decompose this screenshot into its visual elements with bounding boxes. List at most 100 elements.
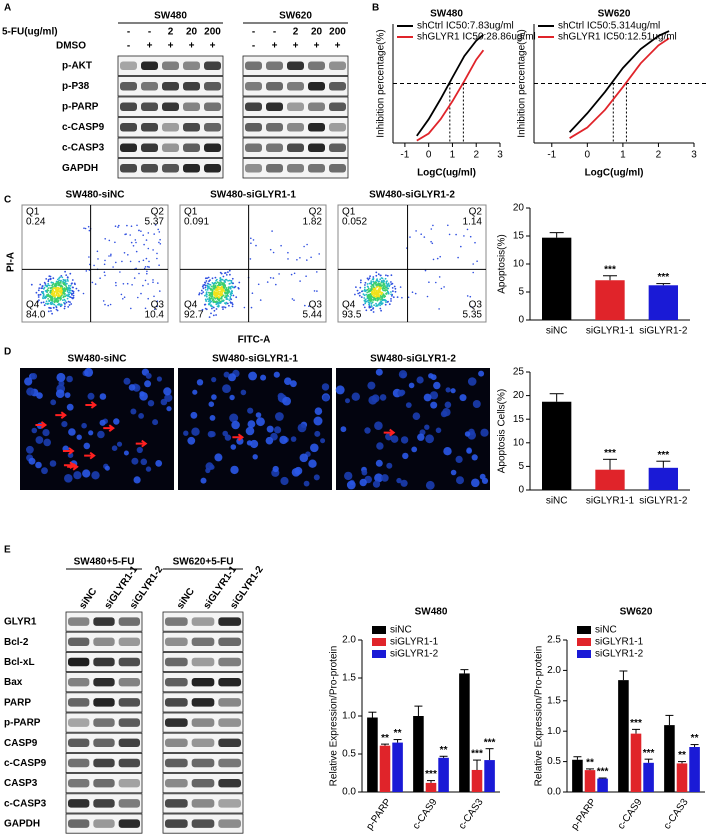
blot-band — [68, 758, 90, 768]
blot-band — [308, 163, 325, 173]
y-tick-label: 20 — [513, 390, 525, 401]
flow-dot — [47, 280, 50, 283]
flow-dot — [370, 295, 373, 297]
cell-line-header: SW480 — [154, 11, 187, 22]
y-axis-label: Apoptosis Cells(%) — [497, 389, 508, 473]
cell — [273, 371, 280, 378]
flow-dot — [137, 296, 139, 299]
blot-band — [93, 758, 115, 768]
flow-dot — [38, 287, 41, 289]
cell — [144, 380, 152, 388]
flow-dot — [64, 284, 66, 286]
flow-dot — [390, 281, 392, 283]
flow-dot — [293, 299, 295, 302]
legend-label: siGLYR1-1 — [390, 637, 439, 648]
flow-dot — [51, 302, 54, 305]
flow-dot — [45, 291, 48, 293]
flow-dot — [377, 273, 380, 276]
flow-dot — [207, 300, 210, 303]
flow-dot — [383, 285, 386, 287]
flow-dot — [372, 307, 374, 310]
flow-dot — [299, 257, 301, 259]
cell — [147, 400, 155, 407]
flow-dot — [383, 279, 385, 282]
blot-band — [204, 102, 221, 112]
flow-dot — [367, 301, 370, 304]
cell — [131, 457, 139, 465]
flow-dot — [55, 297, 58, 300]
flow-dot — [220, 282, 222, 284]
dmso-label: + — [147, 41, 153, 52]
flow-dot — [396, 296, 399, 298]
flow-dot — [428, 281, 430, 284]
blot-band — [93, 698, 115, 707]
flow-dot — [250, 242, 252, 244]
flow-dot — [370, 304, 373, 306]
flow-dot — [384, 287, 387, 289]
flow-dot — [386, 301, 389, 303]
cell — [84, 367, 94, 377]
cell — [455, 455, 463, 463]
significance: *** — [643, 748, 655, 759]
cell — [211, 394, 217, 400]
blot-band — [165, 677, 188, 687]
flow-dot — [102, 300, 105, 302]
flow-dot — [110, 255, 112, 257]
blot-band — [287, 163, 304, 173]
cell — [478, 370, 485, 377]
blot-band — [191, 637, 215, 647]
blot-band — [165, 819, 188, 828]
bar — [597, 778, 608, 792]
cell — [91, 471, 100, 480]
blot-band — [218, 637, 241, 647]
legend-label: siNC — [595, 625, 617, 636]
cell — [386, 462, 393, 469]
quadrant-value: 10.4 — [145, 310, 165, 321]
bar — [438, 757, 449, 792]
flow-dot — [206, 298, 209, 300]
significance: *** — [471, 749, 483, 760]
cell — [64, 474, 73, 483]
cell — [229, 394, 235, 401]
blot-band — [183, 61, 200, 71]
cell — [35, 461, 42, 469]
flow-dot — [224, 296, 226, 299]
flow-dot — [140, 292, 142, 295]
flow-dot — [232, 282, 235, 285]
flow-dot — [104, 274, 106, 277]
flow-dot — [219, 277, 222, 279]
flow-dot — [57, 284, 60, 286]
significance: *** — [604, 264, 616, 275]
flow-dot — [71, 293, 73, 296]
blot-band — [218, 778, 241, 788]
flow-dot — [144, 266, 147, 268]
flow-dot — [62, 290, 65, 293]
flow-dot — [230, 302, 232, 304]
flow-dot — [380, 309, 382, 312]
flow-dot — [293, 272, 296, 275]
flow-dot — [364, 286, 366, 289]
blot-band — [120, 81, 137, 91]
flow-dot — [394, 287, 397, 290]
flow-dot — [291, 298, 294, 300]
flow-dot — [56, 291, 59, 294]
flow-dot — [103, 263, 106, 266]
flow-dot — [51, 284, 53, 287]
cell — [192, 389, 198, 395]
y-axis-label: Apoptosis(%) — [497, 234, 508, 293]
cell — [228, 373, 236, 382]
blot-band — [266, 122, 283, 132]
blot-band — [245, 81, 262, 91]
flow-dot — [231, 292, 234, 295]
flow-dot — [224, 302, 226, 304]
flow-dot — [65, 285, 68, 288]
flow-dot — [207, 303, 210, 306]
flow-dot — [206, 277, 209, 280]
flow-dot — [219, 284, 222, 286]
cell — [308, 459, 317, 468]
quadrant-value: 1.14 — [463, 217, 483, 228]
flow-dot — [97, 258, 99, 260]
flow-dot — [369, 300, 372, 302]
protein-label: p-PARP — [4, 718, 41, 729]
flow-dot — [371, 278, 374, 281]
